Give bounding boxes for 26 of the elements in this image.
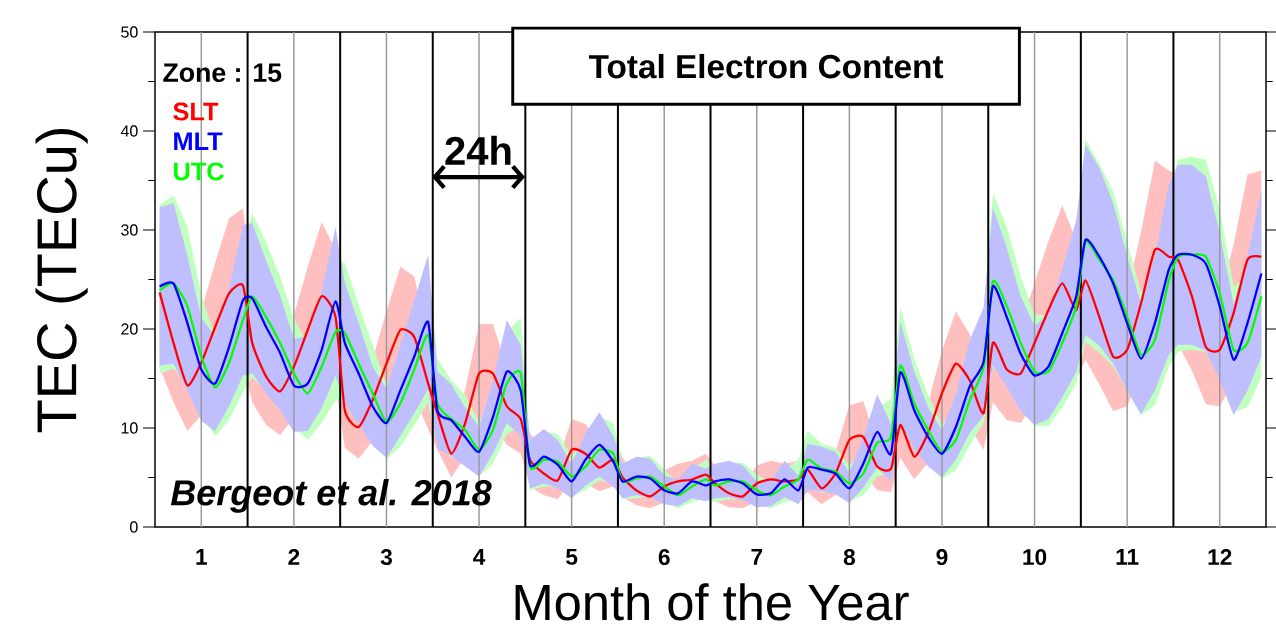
y-tick-label: 20 [121, 323, 138, 335]
x-tick-label: 1 [196, 549, 207, 565]
text: SLT [173, 102, 219, 121]
x-tick-label: 3 [380, 549, 392, 566]
x-tick-label: 12 [1208, 549, 1232, 565]
x-tick-label: 6 [658, 549, 670, 566]
x-axis-title: Month of the Year [515, 583, 909, 621]
text: UTC [174, 162, 224, 181]
x-tick-label: 9 [936, 549, 948, 566]
x-tick-label: 2 [288, 549, 300, 565]
legend-title: Zone : 15 [163, 63, 282, 83]
x-tick-label: 8 [843, 549, 855, 566]
x-tick-label: 7 [751, 549, 763, 565]
x-tick-label: 5 [566, 549, 578, 565]
y-tick-label: 50 [121, 26, 138, 38]
x-tick-label: 4 [473, 549, 486, 565]
x-tick-label: 11 [1116, 549, 1139, 565]
x-tick-label: 10 [1023, 549, 1047, 566]
y-tick-label: 40 [120, 125, 138, 137]
y-tick-label: 30 [121, 224, 138, 236]
y-tick-label: 0 [130, 521, 138, 533]
y-axis-title: TEC (TECu) [35, 129, 88, 433]
annotation: 24h [445, 135, 511, 165]
text: Total Electron Content [588, 53, 944, 79]
text: MLT [174, 132, 223, 150]
y-tick-label: 10 [121, 422, 138, 434]
